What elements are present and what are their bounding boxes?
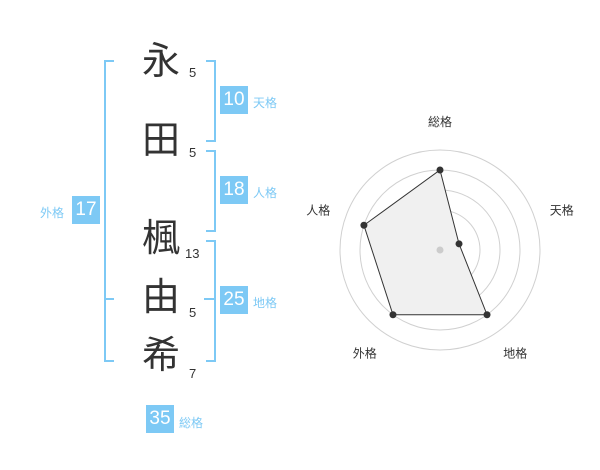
chikaku-bracket <box>206 240 216 362</box>
radar-point <box>436 166 444 174</box>
name-char: 希 <box>141 333 180 377</box>
radar-axis-label: 人格 <box>306 202 330 217</box>
soukaku-label: 総格 <box>179 416 204 430</box>
radar-center <box>436 246 444 254</box>
name-char: 田 <box>141 118 180 162</box>
tenkaku-label: 天格 <box>253 96 278 110</box>
stroke-count: 5 <box>189 145 197 160</box>
radar-point <box>360 221 368 229</box>
stroke-count: 13 <box>185 246 200 261</box>
gaikaku-label: 外格 <box>40 206 65 220</box>
name-char: 由 <box>141 275 180 319</box>
radar-axis-label: 天格 <box>550 202 574 217</box>
stroke-count: 7 <box>189 366 197 381</box>
radar-axis-label: 総格 <box>428 114 452 129</box>
radar-point <box>455 240 463 248</box>
name-char: 永 <box>141 39 180 83</box>
chikaku-value: 25 <box>220 286 248 314</box>
radar-ring <box>339 149 541 351</box>
radar-area <box>363 169 488 316</box>
tenkaku-bracket <box>206 60 216 142</box>
jinkaku-bracket <box>206 150 216 232</box>
gaikaku-bracket <box>104 60 114 362</box>
stroke-count: 5 <box>189 305 197 320</box>
jinkaku-label: 人格 <box>253 186 278 200</box>
radar-point <box>389 311 397 319</box>
radar-axis-label: 地格 <box>503 346 527 361</box>
name-char: 楓 <box>141 216 180 260</box>
soukaku-value: 35 <box>146 405 174 433</box>
bracket-tick <box>104 298 114 300</box>
jinkaku-value: 18 <box>220 176 248 204</box>
gaikaku-value: 17 <box>72 196 100 224</box>
bracket-tick <box>204 298 216 300</box>
radar-axis-label: 外格 <box>353 346 377 361</box>
stroke-count: 5 <box>189 65 197 80</box>
chikaku-label: 地格 <box>253 296 278 310</box>
tenkaku-value: 10 <box>220 86 248 114</box>
radar-point <box>483 311 491 319</box>
